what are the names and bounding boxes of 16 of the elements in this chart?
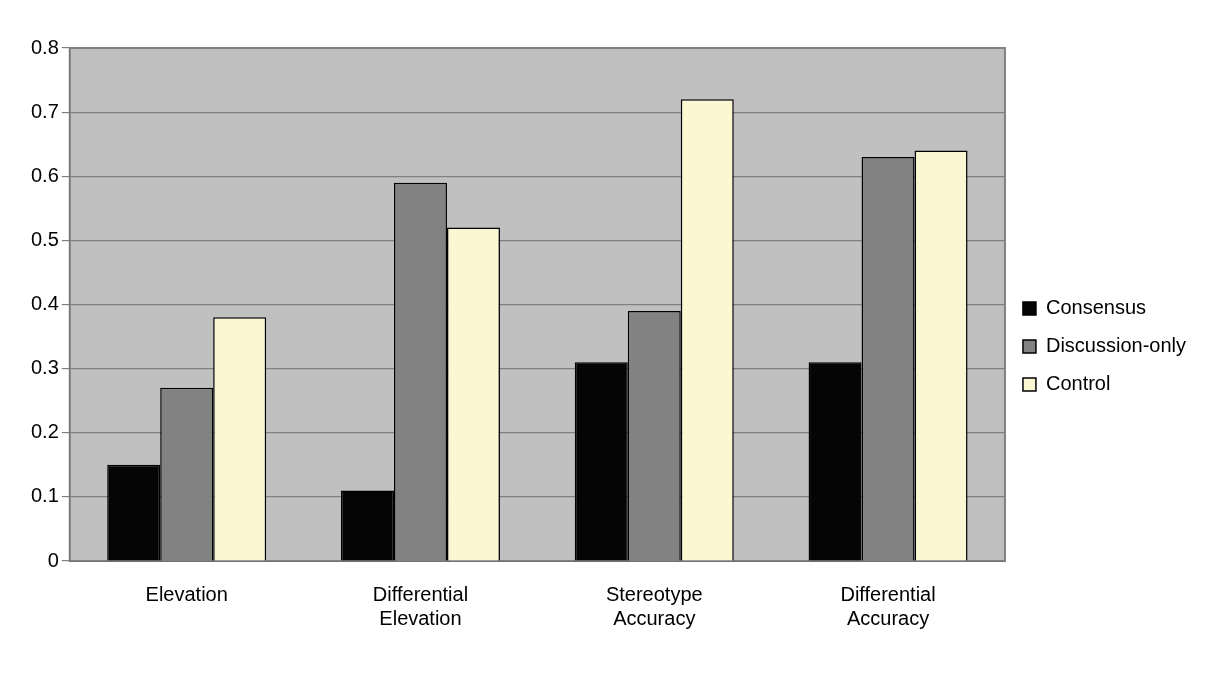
y-tick-label: 0.7 <box>30 99 59 122</box>
y-tick-label: 0 <box>47 548 59 571</box>
x-tick-label: Differential Accuracy <box>840 582 936 629</box>
legend-label: Control <box>1045 372 1111 395</box>
y-tick-label: 0.6 <box>30 163 59 186</box>
x-tick-label: Differential Elevation <box>372 582 469 629</box>
x-tick-label: Elevation <box>145 582 228 605</box>
y-tick-label: 0.3 <box>30 356 59 379</box>
legend-label: Discussion-only <box>1045 334 1187 357</box>
x-tick-label: Stereotype Accuracy <box>605 582 703 629</box>
y-tick-label: 0.8 <box>30 35 59 58</box>
legend-label: Consensus <box>1045 296 1147 319</box>
y-tick-label: 0.2 <box>30 420 59 443</box>
y-tick-label: 0.5 <box>30 227 59 250</box>
y-tick-label: 0.1 <box>30 484 59 507</box>
y-tick-label: 0.4 <box>30 292 59 315</box>
